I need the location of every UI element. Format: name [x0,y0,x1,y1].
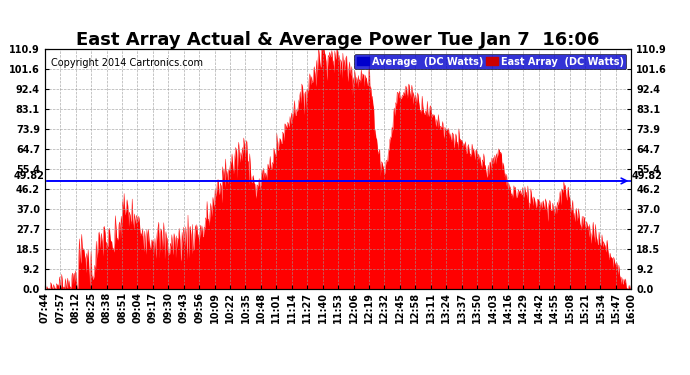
Text: 49.82: 49.82 [13,171,44,181]
Title: East Array Actual & Average Power Tue Jan 7  16:06: East Array Actual & Average Power Tue Ja… [77,31,600,49]
Legend: Average  (DC Watts), East Array  (DC Watts): Average (DC Watts), East Array (DC Watts… [354,54,627,69]
Text: Copyright 2014 Cartronics.com: Copyright 2014 Cartronics.com [51,58,203,68]
Text: 49.82: 49.82 [632,171,663,181]
